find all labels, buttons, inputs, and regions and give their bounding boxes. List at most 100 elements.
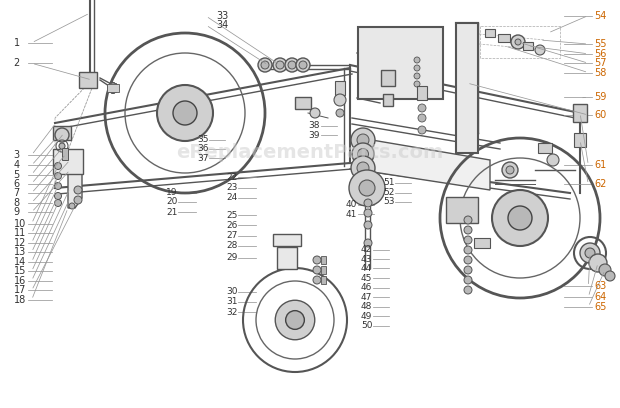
- Circle shape: [352, 143, 374, 165]
- Text: 16: 16: [14, 276, 26, 286]
- Circle shape: [464, 276, 472, 284]
- Bar: [485, 29, 495, 37]
- Text: 7: 7: [14, 188, 20, 198]
- Circle shape: [357, 162, 369, 174]
- Text: 49: 49: [361, 312, 372, 321]
- Circle shape: [464, 236, 472, 244]
- Circle shape: [364, 199, 372, 207]
- Circle shape: [351, 128, 375, 152]
- Text: 30: 30: [226, 287, 238, 296]
- Circle shape: [276, 61, 284, 69]
- Circle shape: [515, 39, 521, 45]
- Text: 3: 3: [14, 150, 20, 160]
- Bar: [277, 247, 297, 269]
- Circle shape: [589, 254, 607, 272]
- Circle shape: [357, 134, 369, 146]
- Bar: [295, 97, 311, 109]
- Circle shape: [313, 266, 321, 274]
- Bar: [573, 104, 587, 122]
- Text: 33: 33: [216, 11, 228, 20]
- Circle shape: [313, 276, 321, 284]
- Text: 25: 25: [226, 211, 237, 220]
- Bar: [417, 86, 427, 100]
- Circle shape: [288, 61, 296, 69]
- Circle shape: [464, 266, 472, 274]
- Text: 1: 1: [14, 38, 20, 48]
- Circle shape: [351, 156, 375, 180]
- Circle shape: [464, 246, 472, 254]
- Circle shape: [414, 81, 420, 87]
- Circle shape: [261, 61, 269, 69]
- Text: 22: 22: [226, 173, 237, 182]
- Text: 2: 2: [14, 58, 20, 68]
- Bar: [321, 266, 326, 274]
- Text: 29: 29: [226, 253, 237, 262]
- Circle shape: [464, 256, 472, 264]
- Text: 19: 19: [166, 188, 178, 197]
- Bar: [538, 143, 552, 153]
- Circle shape: [414, 65, 420, 71]
- Text: 28: 28: [226, 241, 237, 250]
- Polygon shape: [68, 160, 82, 208]
- Circle shape: [464, 286, 472, 294]
- Text: 47: 47: [361, 293, 372, 302]
- Text: 44: 44: [361, 264, 372, 273]
- Circle shape: [69, 203, 75, 209]
- Circle shape: [547, 154, 559, 166]
- Text: 63: 63: [594, 282, 606, 291]
- Text: 20: 20: [166, 197, 177, 206]
- Circle shape: [55, 200, 61, 206]
- Circle shape: [313, 256, 321, 264]
- Text: 39: 39: [309, 131, 321, 140]
- Circle shape: [108, 83, 118, 93]
- Text: 37: 37: [197, 154, 209, 163]
- Circle shape: [74, 196, 82, 204]
- Bar: [381, 70, 395, 86]
- Text: 11: 11: [14, 228, 26, 238]
- Circle shape: [464, 226, 472, 234]
- Circle shape: [364, 221, 372, 229]
- Text: 46: 46: [361, 283, 372, 292]
- Bar: [498, 34, 510, 42]
- Circle shape: [418, 114, 426, 122]
- Text: 26: 26: [226, 221, 237, 230]
- Text: 65: 65: [594, 302, 606, 312]
- Text: 23: 23: [226, 183, 237, 192]
- Circle shape: [258, 58, 272, 72]
- Bar: [574, 133, 586, 147]
- Text: 56: 56: [594, 49, 606, 59]
- Text: 62: 62: [594, 180, 606, 189]
- Circle shape: [511, 35, 525, 49]
- Bar: [474, 238, 490, 248]
- Bar: [62, 148, 68, 160]
- Circle shape: [296, 58, 310, 72]
- Circle shape: [364, 239, 372, 247]
- Bar: [53, 149, 83, 173]
- Circle shape: [418, 104, 426, 112]
- Text: 4: 4: [14, 160, 20, 170]
- Text: 64: 64: [594, 292, 606, 302]
- Circle shape: [173, 101, 197, 125]
- Circle shape: [506, 166, 514, 174]
- Circle shape: [599, 264, 611, 276]
- Text: 34: 34: [216, 20, 228, 30]
- Text: 36: 36: [197, 144, 209, 153]
- Text: 38: 38: [309, 121, 321, 130]
- Text: 31: 31: [226, 297, 238, 306]
- Bar: [456, 23, 478, 153]
- Text: eReplacementParts.com: eReplacementParts.com: [176, 144, 444, 162]
- Text: 45: 45: [361, 274, 372, 283]
- Circle shape: [108, 83, 118, 93]
- Bar: [79, 72, 97, 88]
- Circle shape: [414, 57, 420, 63]
- Circle shape: [508, 206, 532, 230]
- Circle shape: [285, 58, 299, 72]
- Bar: [446, 197, 478, 223]
- Circle shape: [157, 85, 213, 141]
- Circle shape: [349, 170, 385, 206]
- Text: 42: 42: [361, 245, 372, 254]
- Text: 61: 61: [594, 160, 606, 170]
- Text: 15: 15: [14, 266, 26, 276]
- Text: 54: 54: [594, 11, 606, 20]
- Circle shape: [275, 300, 315, 340]
